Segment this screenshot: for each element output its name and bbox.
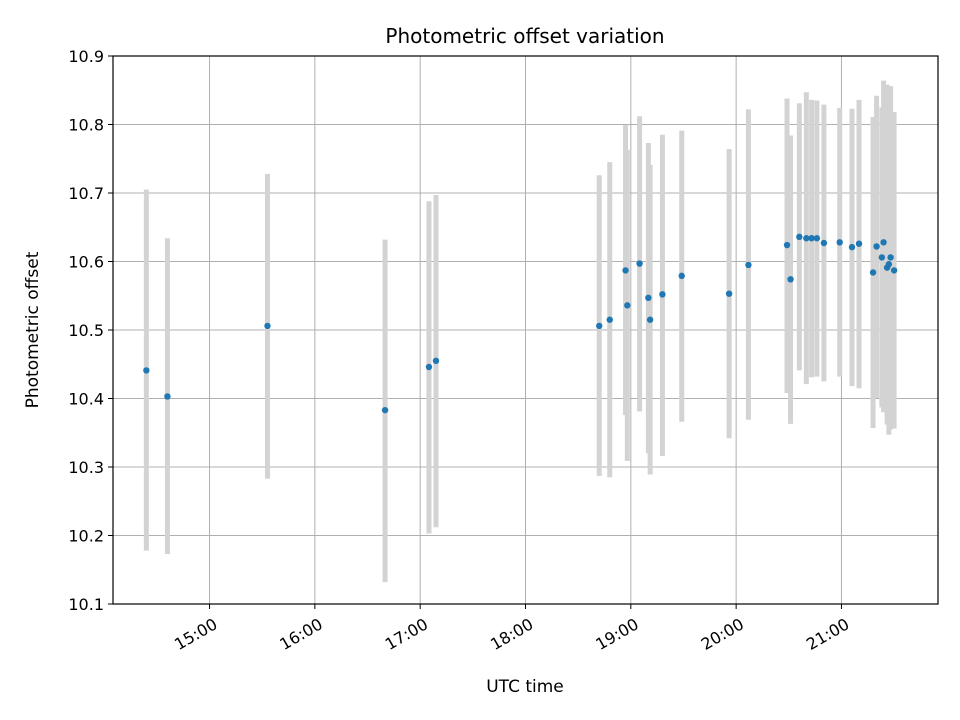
y-tick-label: 10.8	[68, 116, 104, 135]
data-point	[848, 243, 856, 251]
data-point	[890, 267, 898, 274]
x-axis-label: UTC time	[486, 677, 564, 697]
data-point	[796, 233, 803, 241]
y-tick-label: 10.1	[68, 595, 104, 614]
data-point	[596, 322, 603, 330]
data-point	[636, 260, 643, 267]
data-point	[606, 316, 613, 323]
data-point	[887, 254, 894, 261]
data-point	[878, 254, 886, 261]
x-tick-label: 19:00	[592, 614, 641, 654]
data-points	[143, 233, 898, 414]
data-point	[725, 290, 733, 297]
x-tick-label: 15:00	[171, 614, 220, 654]
data-point	[836, 239, 843, 246]
data-point	[745, 261, 752, 269]
error-bars	[143, 80, 897, 583]
data-point	[820, 239, 828, 247]
data-point	[622, 267, 629, 274]
y-axis-label: Photometric offset	[23, 251, 43, 408]
data-point	[432, 357, 440, 365]
data-point	[645, 294, 652, 302]
data-point	[880, 239, 887, 246]
data-point	[264, 322, 271, 330]
data-point	[808, 235, 815, 242]
data-point	[787, 276, 794, 283]
data-point	[783, 241, 791, 249]
x-tick-label: 21:00	[803, 614, 852, 654]
x-tick-label: 16:00	[276, 614, 325, 654]
y-tick-label: 10.7	[68, 184, 104, 203]
data-point	[143, 367, 150, 374]
data-point	[803, 235, 810, 242]
y-tick-label: 10.2	[68, 527, 104, 546]
chart-title: Photometric offset variation	[385, 24, 664, 48]
y-tick-label: 10.9	[68, 47, 104, 66]
y-axis-ticks: 10.1 10.2 10.3 10.4 10.5 10.6 10.7 10.8 10.9	[68, 47, 113, 614]
x-tick-label: 20:00	[698, 614, 747, 654]
data-point	[381, 406, 389, 414]
data-point	[873, 243, 880, 250]
data-point	[813, 235, 821, 242]
data-point	[425, 363, 433, 371]
data-point	[855, 240, 863, 247]
data-point	[624, 302, 631, 309]
data-point	[659, 291, 666, 298]
data-point	[164, 393, 171, 400]
x-tick-label: 17:00	[382, 614, 431, 654]
x-tick-label: 18:00	[487, 614, 536, 654]
y-tick-label: 10.4	[68, 390, 104, 409]
data-point	[678, 272, 685, 280]
data-point	[646, 316, 654, 323]
x-axis-ticks: 15:00 16:00 17:00 18:00 19:00 20:00 21:00	[171, 604, 852, 654]
grid-lines	[113, 55, 938, 605]
data-point	[885, 261, 893, 268]
data-point	[869, 269, 877, 276]
y-tick-label: 10.6	[68, 253, 104, 272]
y-tick-label: 10.5	[68, 321, 104, 340]
y-tick-label: 10.3	[68, 458, 104, 477]
